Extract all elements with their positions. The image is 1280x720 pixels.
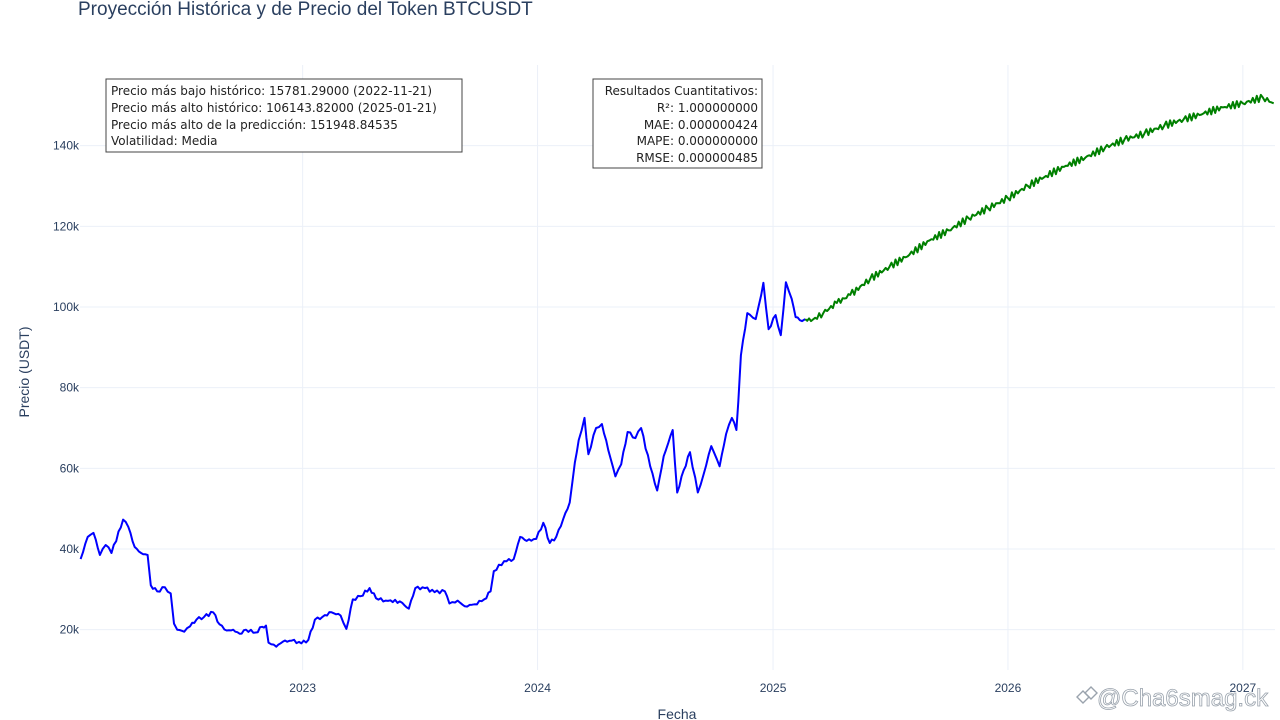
x-tick-label: 2023 <box>289 681 316 695</box>
watermark-logo-icon <box>1076 686 1098 704</box>
metric-mape: MAPE: 0.000000000 <box>637 134 758 148</box>
metrics-frame <box>592 78 763 169</box>
y-tick-label: 140k <box>53 139 80 153</box>
x-tick-label: 2027 <box>1229 681 1256 695</box>
metrics-heading: Resultados Cuantitativos: <box>605 84 758 98</box>
y-tick-label: 20k <box>60 623 80 637</box>
historical-price-line <box>79 281 806 648</box>
watermark-text: @Cha6smag.ck <box>1097 685 1269 712</box>
stat-highest-prediction: Precio más alto de la predicción: 151948… <box>111 118 398 132</box>
metric-r2: R²: 1.000000000 <box>657 101 758 115</box>
y-tick-label: 100k <box>53 300 80 314</box>
y-tick-label: 120k <box>53 219 80 233</box>
stat-volatility: Volatilidad: Media <box>111 134 218 148</box>
axis-ticks: 20k 40k 60k 80k 100k 120k 140k 2023 2024 2025 2026… <box>53 139 1257 695</box>
historical-stats-box: Precio más bajo histórico: 15781.29000 (… <box>105 78 463 153</box>
y-axis-label: Precio (USDT) <box>16 326 32 417</box>
stat-highest-price: Precio más alto histórico: 106143.82000 … <box>111 101 437 115</box>
x-axis-label: Fecha <box>658 706 697 720</box>
metric-rmse: RMSE: 0.000000485 <box>636 151 758 165</box>
metric-mae: MAE: 0.000000424 <box>644 118 758 132</box>
y-tick-label: 40k <box>60 542 80 556</box>
prediction-price-line <box>804 93 1275 323</box>
y-tick-label: 60k <box>60 461 80 475</box>
chart-title: Proyección Histórica y de Precio del Tok… <box>78 0 533 20</box>
series-layer <box>79 93 1275 648</box>
x-tick-label: 2026 <box>995 681 1022 695</box>
watermark: @Cha6smag.ck <box>1076 685 1269 712</box>
y-tick-label: 80k <box>60 381 80 395</box>
metrics-box: Resultados Cuantitativos: R²: 1.00000000… <box>592 78 763 169</box>
x-tick-label: 2024 <box>524 681 551 695</box>
stat-lowest-price: Precio más bajo histórico: 15781.29000 (… <box>111 84 432 98</box>
historical-stats-frame <box>105 78 463 153</box>
x-tick-label: 2025 <box>760 681 787 695</box>
